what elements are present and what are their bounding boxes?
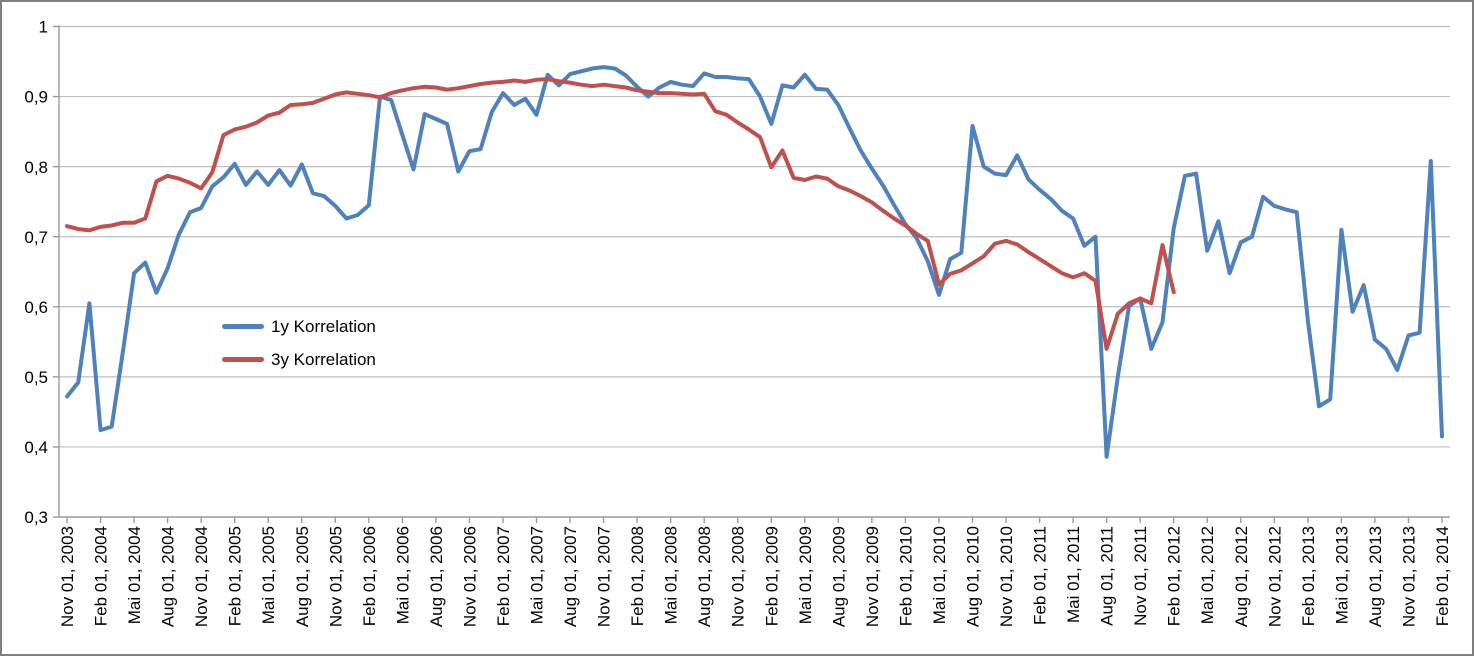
svg-text:Feb 01, 2012: Feb 01, 2012	[1165, 526, 1184, 626]
x-ticks	[66, 517, 1443, 523]
y-gridlines	[59, 25, 1450, 448]
legend-item-1y-korrelation: 1y Korrelation	[222, 315, 376, 337]
svg-text:Mai 01, 2004: Mai 01, 2004	[125, 526, 144, 624]
svg-text:0,3: 0,3	[24, 508, 48, 527]
svg-text:Mai 01, 2005: Mai 01, 2005	[259, 526, 278, 624]
svg-text:Aug 01, 2009: Aug 01, 2009	[829, 526, 848, 627]
legend-line-sample-3y	[222, 356, 264, 362]
svg-text:1: 1	[39, 18, 48, 37]
legend: 1y Korrelation 3y Korrelation	[222, 315, 376, 381]
svg-text:Mai 01, 2008: Mai 01, 2008	[662, 526, 681, 624]
y-tick-labels: 1 0,9 0,8 0,7 0,6 0,5 0,4 0,3	[24, 18, 48, 527]
svg-text:Aug 01, 2012: Aug 01, 2012	[1232, 526, 1251, 627]
svg-text:Nov 01, 2011: Nov 01, 2011	[1131, 526, 1150, 626]
svg-text:0,4: 0,4	[24, 438, 48, 457]
svg-text:Mai 01, 2011: Mai 01, 2011	[1064, 526, 1083, 623]
svg-text:Mai 01, 2009: Mai 01, 2009	[796, 526, 815, 624]
svg-text:Feb 01, 2008: Feb 01, 2008	[628, 526, 647, 626]
svg-text:Aug 01, 2008: Aug 01, 2008	[695, 526, 714, 627]
svg-text:Nov 01, 2009: Nov 01, 2009	[863, 526, 882, 627]
svg-text:Feb 01, 2010: Feb 01, 2010	[896, 526, 915, 626]
svg-text:Aug 01, 2010: Aug 01, 2010	[963, 526, 982, 627]
svg-text:Mai 01, 2012: Mai 01, 2012	[1198, 526, 1217, 624]
svg-text:Nov 01, 2004: Nov 01, 2004	[192, 526, 211, 627]
svg-text:Nov 01, 2013: Nov 01, 2013	[1399, 526, 1418, 627]
svg-text:0,8: 0,8	[24, 158, 48, 177]
svg-text:0,5: 0,5	[24, 368, 48, 387]
x-tick-labels: Nov 01, 2003 Feb 01, 2004 Mai 01, 2004 Aug …	[58, 526, 1452, 627]
svg-text:Aug 01, 2007: Aug 01, 2007	[561, 526, 580, 627]
legend-line-sample-1y	[222, 323, 264, 329]
axes	[53, 25, 1450, 518]
svg-text:Feb 01, 2006: Feb 01, 2006	[360, 526, 379, 626]
svg-text:Feb 01, 2007: Feb 01, 2007	[494, 526, 513, 626]
svg-text:Feb 01, 2009: Feb 01, 2009	[762, 526, 781, 626]
svg-text:Feb 01, 2005: Feb 01, 2005	[226, 526, 245, 626]
svg-text:Nov 01, 2008: Nov 01, 2008	[729, 526, 748, 627]
svg-text:Feb 01, 2011: Feb 01, 2011	[1031, 526, 1050, 625]
svg-text:Aug 01, 2004: Aug 01, 2004	[159, 526, 178, 627]
legend-label-1y: 1y Korrelation	[271, 316, 376, 336]
svg-text:Aug 01, 2011: Aug 01, 2011	[1098, 526, 1117, 626]
svg-text:Nov 01, 2012: Nov 01, 2012	[1265, 526, 1284, 627]
svg-text:Aug 01, 2005: Aug 01, 2005	[293, 526, 312, 627]
svg-text:Mai 01, 2006: Mai 01, 2006	[393, 526, 412, 624]
svg-text:Feb 01, 2013: Feb 01, 2013	[1299, 526, 1318, 626]
svg-text:0,9: 0,9	[24, 88, 48, 107]
svg-text:Mai 01, 2010: Mai 01, 2010	[930, 526, 949, 624]
series-line-3y-korrelation	[65, 77, 1176, 351]
svg-text:Nov 01, 2010: Nov 01, 2010	[997, 526, 1016, 627]
svg-text:Aug 01, 2006: Aug 01, 2006	[427, 526, 446, 627]
svg-text:Nov 01, 2006: Nov 01, 2006	[460, 526, 479, 627]
svg-text:Nov 01, 2005: Nov 01, 2005	[326, 526, 345, 627]
svg-text:Aug 01, 2013: Aug 01, 2013	[1366, 526, 1385, 627]
svg-text:Nov 01, 2003: Nov 01, 2003	[58, 526, 77, 627]
series-line-1y-korrelation	[65, 65, 1444, 459]
svg-text:Mai 01, 2013: Mai 01, 2013	[1332, 526, 1351, 624]
svg-text:Mai 01, 2007: Mai 01, 2007	[528, 526, 547, 624]
legend-item-3y-korrelation: 3y Korrelation	[222, 348, 376, 370]
svg-text:0,6: 0,6	[24, 298, 48, 317]
legend-label-3y: 3y Korrelation	[271, 349, 376, 369]
svg-text:0,7: 0,7	[24, 228, 48, 247]
svg-text:Nov 01, 2007: Nov 01, 2007	[595, 526, 614, 627]
svg-text:Feb 01, 2004: Feb 01, 2004	[92, 526, 111, 626]
svg-text:Feb 01, 2014: Feb 01, 2014	[1433, 526, 1452, 626]
